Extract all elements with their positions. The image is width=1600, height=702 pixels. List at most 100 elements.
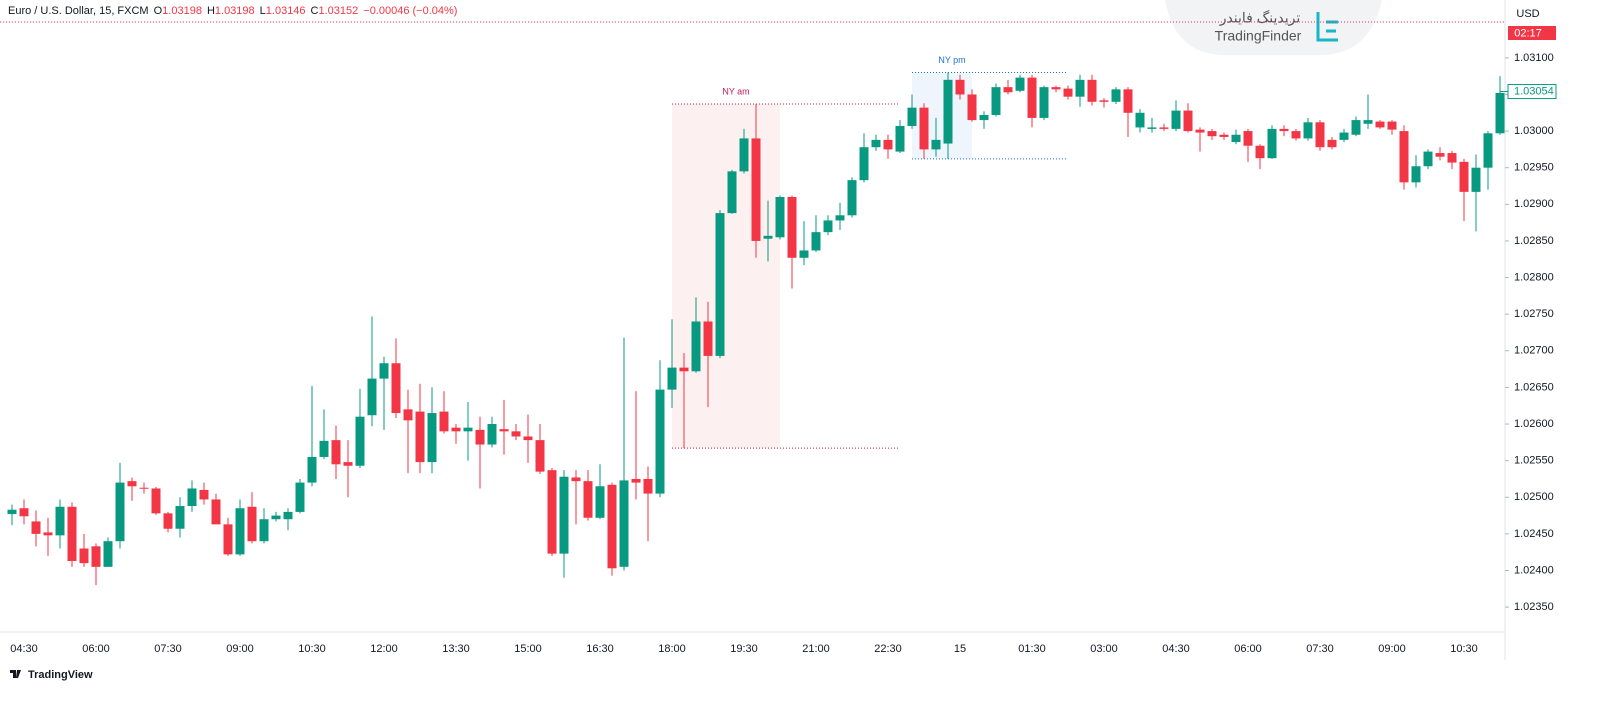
candle-body	[187, 488, 197, 507]
session-box	[672, 103, 780, 449]
candle-body	[7, 509, 17, 515]
candle-body	[1471, 167, 1481, 192]
y-tick-label: 1.02750	[1514, 308, 1554, 320]
last-price-label: 1.03054	[1514, 85, 1554, 97]
x-tick-label: 12:00	[370, 643, 398, 655]
candle-body	[859, 147, 869, 181]
candle-body	[127, 481, 137, 487]
candle-body	[1147, 127, 1157, 129]
candle-body	[943, 79, 953, 144]
candle-body	[1039, 87, 1049, 118]
candle-body	[1447, 153, 1457, 163]
x-tick-label: 16:30	[586, 643, 614, 655]
candle-body	[511, 431, 521, 437]
footer-icon	[10, 670, 21, 678]
candle-body	[907, 107, 917, 126]
candle-body	[223, 524, 233, 555]
x-tick-label: 09:00	[226, 643, 254, 655]
candle-body	[1315, 122, 1325, 148]
candle-body	[271, 515, 281, 520]
candle-body	[1363, 120, 1373, 124]
candle-body	[295, 482, 305, 512]
candle-body	[1399, 131, 1409, 183]
candle-body	[571, 477, 581, 482]
x-tick-label: 01:30	[1018, 643, 1046, 655]
ohlc-value: 1.03198	[162, 5, 202, 17]
candle-body	[367, 378, 377, 416]
candle-body	[1051, 87, 1061, 90]
y-tick-label: 1.02350	[1514, 601, 1554, 613]
candle-body	[1255, 145, 1265, 159]
y-tick-label: 1.02650	[1514, 381, 1554, 393]
candle-body	[1171, 110, 1181, 129]
candle-body	[379, 363, 389, 379]
candle-body	[1159, 127, 1169, 129]
y-tick-label: 1.02700	[1514, 345, 1554, 357]
candle-body	[439, 411, 449, 432]
ohlc-key: C	[310, 5, 319, 17]
candle-body	[691, 321, 701, 372]
candle-body	[607, 484, 617, 569]
candle-body	[1123, 89, 1133, 113]
candle-body	[331, 440, 341, 465]
candle-body	[1195, 129, 1205, 133]
candle-body	[1231, 134, 1241, 143]
candle-body	[343, 462, 353, 466]
candle-body	[1387, 121, 1397, 130]
candle-body	[967, 94, 977, 121]
candle-body	[115, 482, 125, 542]
candle-body	[1483, 133, 1493, 168]
candle-body	[1003, 87, 1013, 93]
candle-body	[631, 478, 641, 483]
candle-body	[151, 488, 161, 514]
candle-body	[667, 367, 677, 390]
candle-body	[43, 532, 53, 536]
ohlc-value: 1.03152	[318, 5, 359, 17]
candle-body	[19, 508, 29, 517]
x-tick-label: 19:30	[730, 643, 758, 655]
footer: TradingView	[28, 669, 93, 681]
candle-body	[1267, 128, 1277, 159]
candle-body	[487, 424, 497, 445]
candle-body	[103, 541, 113, 567]
candle-body	[679, 367, 689, 372]
x-tick-label: 07:30	[1306, 643, 1334, 655]
y-tick-label: 1.02450	[1514, 528, 1554, 540]
candle-body	[895, 125, 905, 152]
candle-body	[403, 409, 413, 421]
candle-body	[991, 87, 1001, 115]
y-tick-label: 1.02850	[1514, 235, 1554, 247]
candle-body	[751, 138, 761, 241]
candle-body	[67, 506, 77, 561]
candle-body	[163, 513, 173, 529]
y-tick-label: 1.02400	[1514, 564, 1554, 576]
candle-body	[307, 456, 317, 483]
candle-body	[319, 440, 329, 457]
candle-body	[583, 481, 593, 518]
candle-body	[1327, 139, 1337, 148]
candle-body	[823, 220, 833, 233]
ohlc-value: 1.03146	[265, 5, 306, 17]
candle-body	[595, 486, 605, 518]
candle-body	[247, 506, 257, 542]
candle-body	[31, 521, 41, 534]
candle-body	[523, 436, 533, 441]
candle-body	[811, 232, 821, 251]
candle-body	[1279, 128, 1289, 132]
candle-body	[1423, 151, 1433, 167]
header: Euro / U.S. Dollar, 15, FXCM O1.03198 H1.0…	[8, 5, 462, 17]
candle-body	[79, 548, 89, 564]
session-label: NY am	[722, 86, 749, 96]
y-tick-label: 1.02950	[1514, 162, 1554, 174]
y-tick-label: 1.03000	[1514, 125, 1554, 137]
candle-body	[1435, 153, 1445, 157]
y-tick-label: 1.02500	[1514, 491, 1554, 503]
candle-body	[955, 79, 965, 95]
candle-body	[415, 411, 425, 463]
candle-body	[139, 487, 149, 489]
x-tick-label: 13:30	[442, 643, 470, 655]
candle-body	[1495, 93, 1505, 134]
ohlc-key: H	[206, 5, 215, 17]
candle-body	[391, 363, 401, 414]
